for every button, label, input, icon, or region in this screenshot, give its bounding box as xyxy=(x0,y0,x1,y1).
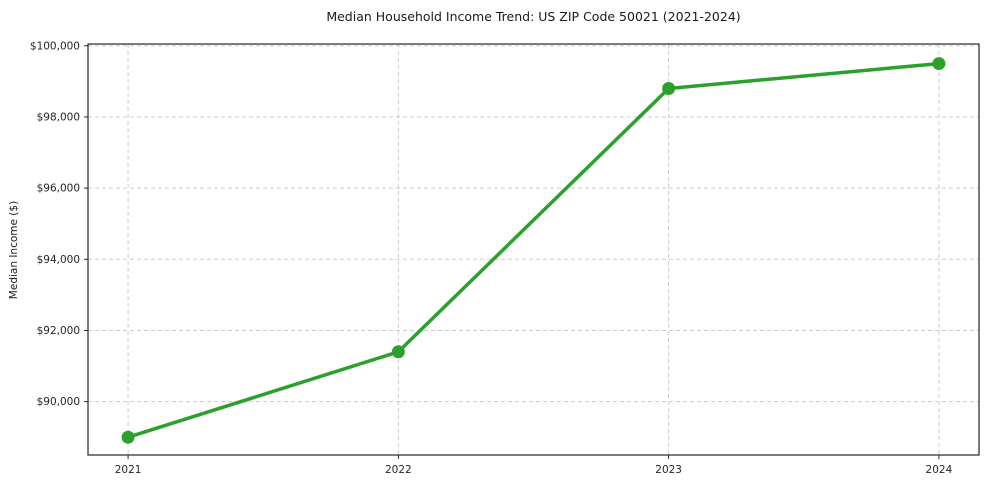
y-tick-label: $90,000 xyxy=(37,396,80,408)
x-tick-label: 2021 xyxy=(115,464,142,476)
data-point xyxy=(121,430,135,444)
y-tick-label: $100,000 xyxy=(30,40,80,52)
y-tick-label: $96,000 xyxy=(37,183,80,195)
data-point xyxy=(662,81,676,95)
data-point xyxy=(932,57,946,71)
y-tick-label: $94,000 xyxy=(37,254,80,266)
x-tick-label: 2024 xyxy=(926,464,953,476)
x-tick-label: 2022 xyxy=(385,464,412,476)
x-tick-label: 2023 xyxy=(655,464,682,476)
trend-line xyxy=(126,61,941,439)
y-tick-label: $98,000 xyxy=(37,112,80,124)
axes-box xyxy=(87,43,980,456)
chart-title: Median Household Income Trend: US ZIP Co… xyxy=(326,9,741,24)
y-tick-label: $92,000 xyxy=(37,325,80,337)
data-point xyxy=(391,345,405,359)
